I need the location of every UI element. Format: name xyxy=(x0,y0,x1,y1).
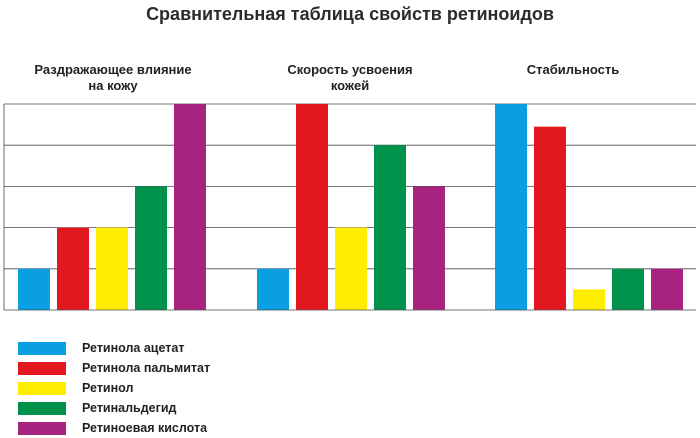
bar xyxy=(257,268,289,310)
legend-label: Ретинол xyxy=(82,381,134,395)
bar xyxy=(612,268,644,310)
legend-swatch xyxy=(18,341,66,355)
legend-swatch xyxy=(18,381,66,395)
legend-label: Ретинальдегид xyxy=(82,401,177,415)
bar xyxy=(495,104,527,310)
legend-label: Ретинола ацетат xyxy=(82,341,185,355)
bar xyxy=(296,104,328,310)
bar xyxy=(335,227,367,310)
group-label-stability: Стабильность xyxy=(463,62,683,78)
legend-item: Ретинола пальмитат xyxy=(18,358,210,378)
bar xyxy=(374,145,406,310)
bar-chart xyxy=(3,103,696,311)
bar xyxy=(534,126,566,310)
chart-title: Сравнительная таблица свойств ретиноидов xyxy=(146,4,554,24)
legend-item: Ретиноевая кислота xyxy=(18,418,210,438)
legend-swatch xyxy=(18,421,66,435)
legend-label: Ретиноевая кислота xyxy=(82,421,208,435)
legend-label: Ретинола пальмитат xyxy=(82,361,211,375)
group-label-absorption: Скорость усвоения кожей xyxy=(240,62,460,94)
legend: Ретинола ацетат Ретинола пальмитат Ретин… xyxy=(18,338,210,438)
group-label-line: на кожу xyxy=(88,78,138,93)
bar xyxy=(413,186,445,310)
group-label-line: кожей xyxy=(330,78,370,93)
legend-item: Ретинол xyxy=(18,378,210,398)
legend-swatch xyxy=(18,401,66,415)
bar xyxy=(135,186,167,310)
bar xyxy=(573,289,605,310)
bar xyxy=(174,104,206,310)
group-label-irritation: Раздражающее влияние на кожу xyxy=(3,62,223,94)
legend-item: Ретинола ацетат xyxy=(18,338,210,358)
legend-swatch xyxy=(18,361,66,375)
group-label-line: Стабильность xyxy=(526,62,620,77)
group-label-line: Скорость усвоения xyxy=(287,62,413,77)
bar xyxy=(96,227,128,310)
legend-item: Ретинальдегид xyxy=(18,398,210,418)
group-label-line: Раздражающее влияние xyxy=(34,62,192,77)
bar xyxy=(18,268,50,310)
bar xyxy=(57,227,89,310)
bar xyxy=(651,268,683,310)
